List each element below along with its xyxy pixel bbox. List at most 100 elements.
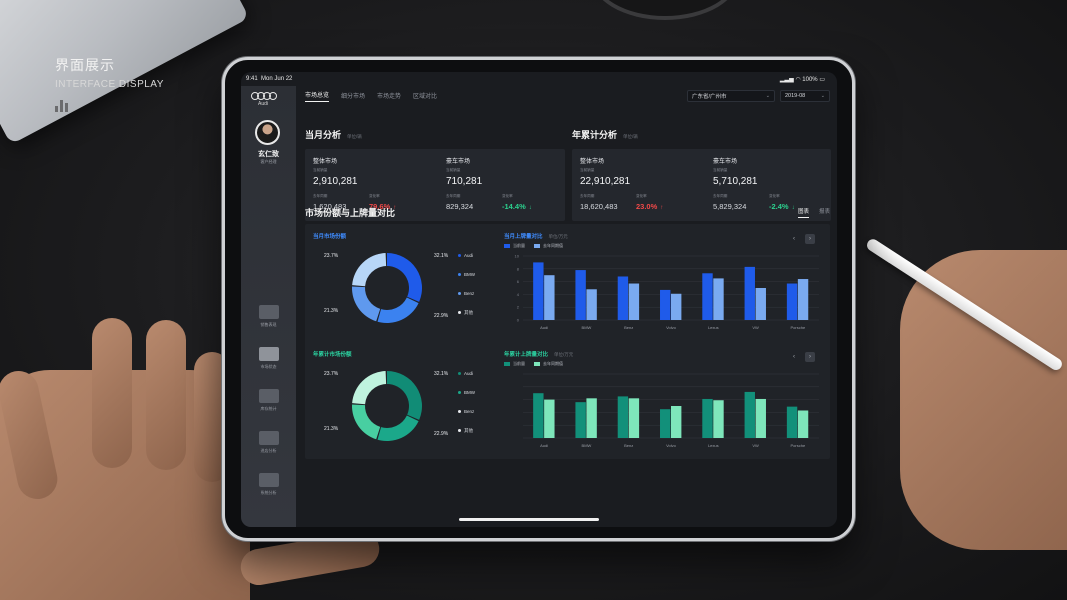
donut-slice-bmw[interactable]: [377, 415, 419, 441]
donut-slice-benz[interactable]: [352, 404, 381, 440]
bar-lexus-series-0[interactable]: [702, 398, 713, 438]
yearly-overall: 整体市场 当前销量 22,910,281 去年同期 18,620,483 变化率…: [572, 149, 702, 221]
bar-bmw-series-1[interactable]: [586, 398, 597, 438]
bar-bmw-series-0[interactable]: [575, 402, 586, 438]
avatar[interactable]: [255, 120, 280, 145]
battery-level: 100%: [802, 77, 818, 83]
chevron-right-icon[interactable]: ›: [805, 234, 815, 244]
monitor-icon: [258, 305, 279, 319]
bar-volvo-series-1[interactable]: [671, 406, 682, 438]
yearly-share-donut: [352, 371, 422, 441]
stat-change-caption: 变化率: [502, 194, 513, 198]
stat-last-year-caption: 去年同期: [446, 194, 461, 198]
stat-caption: 当前销量: [713, 168, 728, 172]
yearly-analysis-title: 年累计分析 单位/辆: [572, 128, 638, 141]
x-tick-label: VW: [752, 443, 759, 448]
bar-vw-series-1[interactable]: [755, 398, 766, 438]
x-tick-label: VW: [752, 325, 759, 330]
chevron-right-icon[interactable]: ›: [805, 352, 815, 362]
yearly-plate-bar-chart: Audi BMW Benz Volvo Lexus VW Porsche: [523, 373, 819, 448]
tab-market-segment[interactable]: 细分市场: [341, 93, 366, 100]
tab-market-overview[interactable]: 市场总览: [305, 90, 330, 102]
bar-porsche-series-0[interactable]: [786, 406, 798, 438]
stat-change-value: -2.4%: [769, 202, 789, 211]
bar-volvo-series-0[interactable]: [660, 409, 671, 438]
yearly-stat-card: 整体市场 当前销量 22,910,281 去年同期 18,620,483 变化率…: [572, 149, 831, 221]
top-tab-bar: 市场总览 细分市场 市场走势 区域对比 广东省/广州市 ⌄ 2019-08 ⌄: [296, 86, 837, 106]
stat-heading: 整体市场: [580, 159, 605, 165]
donut-slice-audi[interactable]: [387, 371, 422, 420]
x-tick-label: Benz: [624, 325, 633, 330]
donut-slice-其他[interactable]: [352, 253, 387, 287]
legend-item: BMW: [458, 383, 475, 402]
tab-market-trend[interactable]: 市场走势: [377, 93, 402, 100]
stat-value: 5,710,281: [713, 176, 758, 187]
donut-slice-audi[interactable]: [387, 253, 422, 302]
x-tick-label: Lexus: [708, 443, 719, 448]
bar-audi-series-0[interactable]: [533, 262, 544, 320]
yearly-unit: 单位/辆: [623, 134, 638, 139]
stat-change-caption: 变化率: [636, 194, 647, 198]
legend-label: BMW: [464, 272, 475, 277]
sidebar-item-system[interactable]: 系统分析: [241, 473, 296, 496]
bar-audi-series-0[interactable]: [533, 393, 544, 438]
sidebar-item-market[interactable]: 市场状态: [241, 347, 296, 370]
sidebar-item-inventory[interactable]: 库存统计: [241, 389, 296, 412]
monthly-share-donut: [352, 253, 422, 323]
monthly-stat-card: 整体市场 当前销量 2,910,281 去年同期 1,620,483 变化率 7…: [305, 149, 565, 221]
stat-value: 710,281: [446, 176, 483, 187]
donut-slice-benz[interactable]: [352, 286, 381, 322]
bar-volvo-series-0[interactable]: [660, 289, 671, 320]
home-indicator: [459, 518, 599, 521]
donut-slice-bmw[interactable]: [377, 297, 419, 323]
view-chart-button[interactable]: 图表: [797, 207, 809, 218]
bar-porsche-series-0[interactable]: [786, 283, 798, 320]
bar-vw-series-1[interactable]: [755, 288, 766, 320]
y-tick-label: 4: [517, 292, 520, 297]
donut-label: 21.3%: [324, 426, 339, 432]
period-select[interactable]: 2019-08 ⌄: [780, 90, 830, 102]
main-content: 市场总览 细分市场 市场走势 区域对比 广东省/广州市 ⌄ 2019-08 ⌄: [296, 86, 837, 527]
stat-last-year-caption: 去年同期: [313, 194, 328, 198]
region-select[interactable]: 广东省/广州市 ⌄: [687, 90, 775, 102]
stat-caption: 当前销量: [580, 168, 595, 172]
bar-benz-series-0[interactable]: [617, 396, 629, 438]
bar-bmw-series-0[interactable]: [575, 270, 586, 320]
bar-lexus-series-0[interactable]: [702, 273, 713, 320]
donut-slice-其他[interactable]: [352, 371, 387, 405]
bar-audi-series-1[interactable]: [544, 399, 555, 438]
bar-benz-series-1[interactable]: [628, 283, 640, 320]
bar-lexus-series-1[interactable]: [713, 400, 724, 438]
legend-item: 当前量: [504, 361, 525, 367]
bar-benz-series-1[interactable]: [628, 398, 640, 438]
x-tick-label: BMW: [582, 325, 592, 330]
bar-bmw-series-1[interactable]: [586, 289, 597, 320]
bar-volvo-series-1[interactable]: [671, 293, 682, 320]
yearly-bar-unit: 单位/万元: [554, 352, 574, 357]
sidebar-item-sales[interactable]: 销售表现: [241, 305, 296, 328]
status-bar: 9:41 Mon Jun 22 ▂▃▅ ◠ 100% ▭: [241, 72, 837, 86]
stat-change: 79.6% ↑: [369, 202, 396, 211]
yearly-title: 年累计分析: [572, 130, 618, 140]
brand-title: 界面展示: [55, 57, 115, 73]
view-table-button[interactable]: 报表: [818, 209, 830, 215]
legend-swatch-icon: [534, 361, 540, 366]
chevron-left-icon[interactable]: ‹: [793, 354, 795, 360]
tab-region-compare[interactable]: 区域对比: [413, 93, 438, 100]
stat-change-value: 79.6%: [369, 202, 391, 211]
bar-porsche-series-1[interactable]: [797, 410, 809, 438]
bar-lexus-series-1[interactable]: [713, 278, 724, 320]
bar-benz-series-0[interactable]: [617, 276, 629, 320]
bar-vw-series-0[interactable]: [744, 266, 755, 320]
chevron-left-icon[interactable]: ‹: [793, 236, 795, 242]
brand-block: 界面展示 INTERFACE DISPLAY: [55, 55, 164, 112]
legend-dot-icon: [458, 372, 461, 375]
x-tick-label: Audi: [540, 443, 548, 448]
sidebar-item-visits[interactable]: 进店分析: [241, 431, 296, 454]
legend-item: Benz: [458, 402, 475, 421]
bar-porsche-series-1[interactable]: [797, 279, 809, 320]
legend-swatch-icon: [504, 361, 510, 366]
bar-vw-series-0[interactable]: [744, 391, 755, 438]
bar-audi-series-1[interactable]: [544, 275, 555, 320]
user-role: 客户经理: [260, 159, 277, 164]
